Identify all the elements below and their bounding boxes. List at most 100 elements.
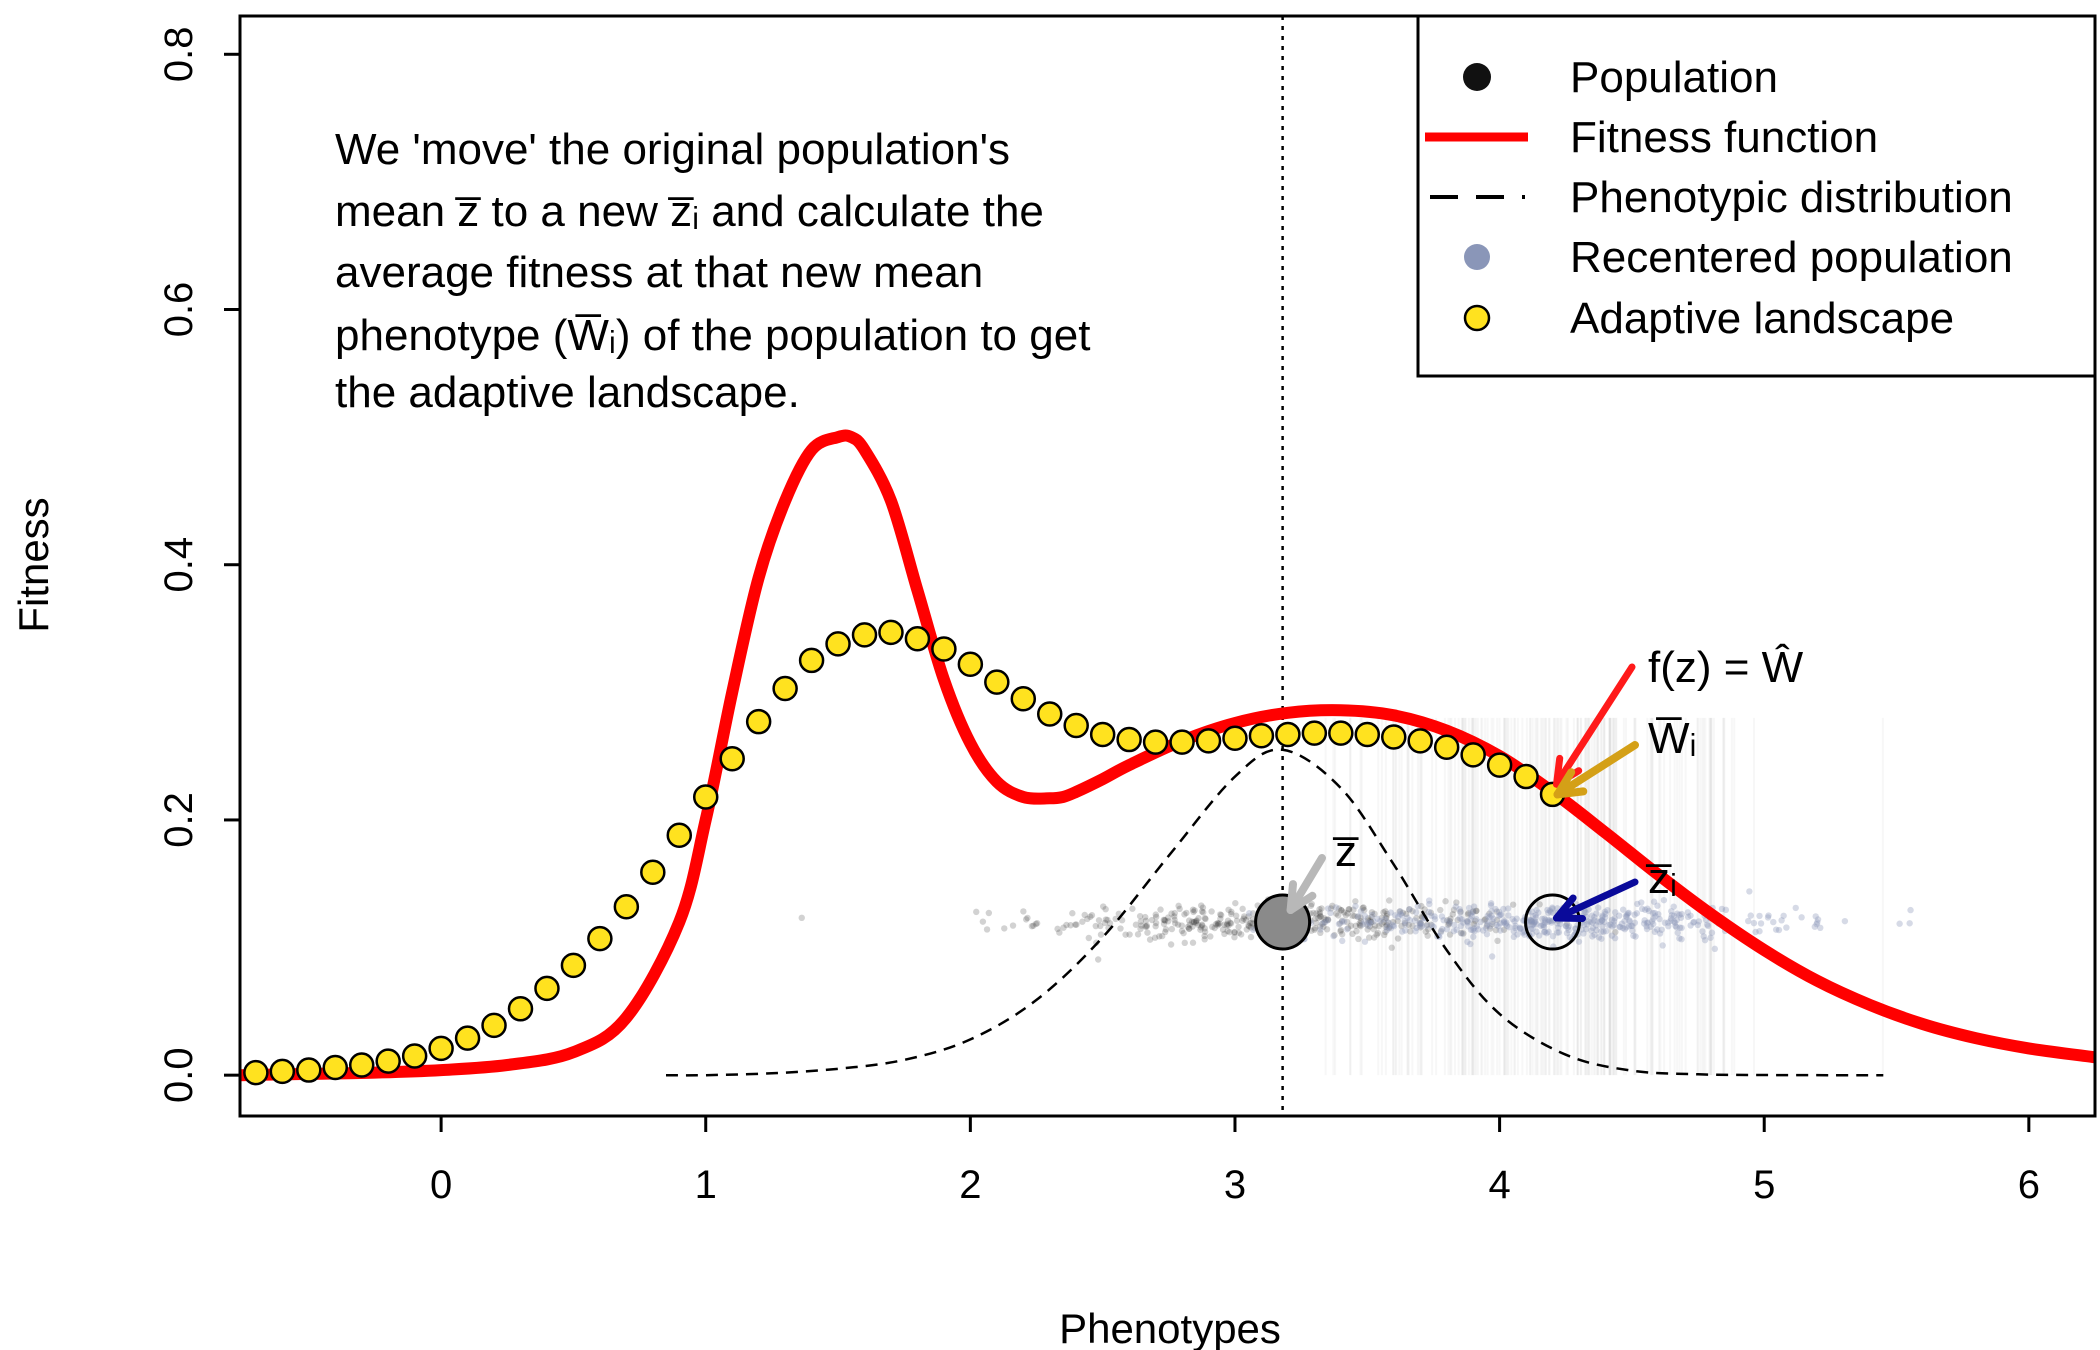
recentered-point	[1587, 918, 1594, 926]
population-point	[1201, 932, 1208, 940]
recentered-point	[1638, 899, 1645, 906]
population-point	[1184, 923, 1192, 931]
recentered-point	[1653, 926, 1661, 933]
population-point	[1054, 925, 1061, 933]
population-point	[1416, 920, 1423, 927]
population-point	[1072, 921, 1079, 928]
recentered-point	[1469, 908, 1477, 916]
population-point	[1073, 921, 1080, 928]
recentered-point	[1487, 900, 1495, 907]
z-bar-i-label: z̅ᵢ	[1646, 854, 1677, 903]
population-point	[1033, 920, 1041, 927]
recentered-point	[1532, 914, 1540, 921]
population-point	[1231, 929, 1238, 936]
population-point	[1352, 898, 1359, 905]
recentered-point	[1517, 925, 1524, 933]
population-point	[1337, 928, 1344, 935]
recentered-point	[1676, 935, 1683, 942]
landscape-point	[454, 1025, 481, 1051]
population-point	[1372, 922, 1379, 929]
recentered-point	[1359, 921, 1367, 928]
annotation-line: phenotype (W̅ᵢ) of the population to get	[335, 311, 1090, 360]
recentered-point	[1529, 912, 1537, 920]
population-point	[1365, 934, 1373, 941]
recentered-point	[1544, 906, 1551, 914]
recentered-point	[1649, 909, 1657, 917]
population-point	[1060, 924, 1067, 931]
recentered-point	[1338, 918, 1346, 925]
recentered-point	[1546, 917, 1553, 925]
recentered-point	[1554, 929, 1561, 936]
recentered-point	[1678, 924, 1685, 932]
fitness-function-line	[240, 429, 2095, 1082]
z-bar-arrow	[1286, 854, 1326, 915]
recentered-point	[1674, 910, 1681, 917]
recentered-point	[1539, 921, 1546, 929]
population-point	[1486, 925, 1494, 932]
population-point	[1171, 916, 1178, 924]
recentered-point	[1484, 912, 1491, 920]
recentered-point	[1562, 922, 1570, 929]
recentered-point	[1464, 919, 1472, 926]
landscape-point	[243, 1059, 269, 1086]
recentered-point	[1566, 934, 1574, 941]
recentered-point	[1745, 917, 1752, 925]
recentered-point	[1672, 922, 1679, 930]
population-point	[1106, 920, 1114, 927]
x-tick-label: 2	[959, 1163, 981, 1207]
population-point	[1453, 899, 1460, 906]
y-tick-label: 0.8	[157, 26, 201, 82]
landscape-point	[560, 952, 587, 979]
population-point	[1381, 931, 1388, 939]
legend-landscape-label: Adaptive landscape	[1570, 294, 1954, 343]
recentered-point	[1814, 916, 1822, 923]
landscape-point	[1433, 734, 1460, 760]
population-point	[1168, 910, 1175, 917]
recentered-point	[1775, 926, 1783, 934]
population-point	[1161, 917, 1169, 924]
recentered-point	[1896, 920, 1903, 927]
recentered-point	[1426, 900, 1433, 908]
population-point	[1388, 944, 1395, 951]
population-point	[1142, 917, 1150, 924]
landscape-point	[1195, 728, 1222, 754]
recentered-point	[1598, 917, 1606, 924]
recentered-point	[1554, 920, 1561, 927]
recentered-point	[1383, 923, 1391, 931]
recentered-point	[1678, 910, 1685, 918]
population-point	[1310, 909, 1317, 917]
population-point	[1407, 928, 1414, 935]
recentered-point	[1747, 912, 1754, 919]
population-point	[1344, 910, 1351, 917]
recentered-point	[1670, 918, 1678, 925]
landscape-point	[1222, 725, 1248, 752]
z-bar-arrow-head	[1286, 880, 1317, 915]
landscape-point	[1116, 726, 1142, 753]
recentered-point	[1510, 933, 1518, 941]
population-point	[1175, 902, 1182, 910]
recentered-point	[1711, 945, 1719, 953]
recentered-point	[1497, 911, 1504, 918]
landscape-point	[904, 625, 931, 652]
recentered-point	[1317, 926, 1324, 933]
recentered-point	[1541, 915, 1548, 922]
population-point	[1197, 924, 1205, 931]
population-point	[973, 908, 980, 916]
recentered-point	[1503, 922, 1511, 930]
population-point	[1176, 905, 1183, 913]
population-point	[1165, 918, 1172, 925]
recentered-point	[1621, 917, 1628, 925]
landscape-point	[984, 669, 1010, 695]
recentered-point	[1504, 905, 1512, 912]
population-point	[1425, 926, 1432, 933]
recentered-point	[1668, 908, 1675, 915]
population-point	[1317, 913, 1324, 920]
recentered-point	[1593, 910, 1600, 917]
recentered-point	[1366, 920, 1374, 927]
population-point	[1354, 913, 1361, 921]
recentered-point	[1411, 917, 1419, 924]
population-point	[1136, 912, 1144, 920]
recentered-point	[1906, 920, 1913, 927]
landscape-point	[878, 619, 904, 646]
population-point	[1117, 925, 1124, 932]
